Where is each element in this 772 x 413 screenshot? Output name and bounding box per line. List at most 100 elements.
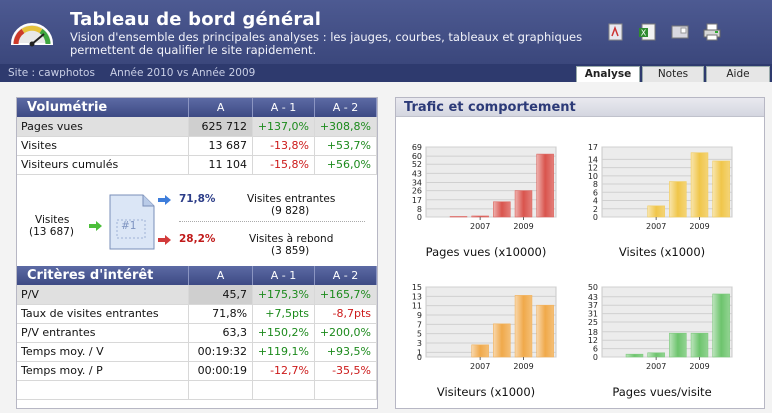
arrow-right-icon — [89, 221, 102, 231]
row-value-a: 13 687 — [188, 136, 254, 156]
tab-analyse[interactable]: Analyse — [576, 66, 640, 82]
rebond-label: Visites à rebond — [249, 233, 334, 245]
row-label: Temps moy. / V — [17, 342, 190, 362]
row-value-a: 11 104 — [188, 155, 254, 175]
email-icon[interactable] — [670, 22, 690, 42]
chart-title: Visiteurs (x1000) — [436, 385, 536, 399]
page-description: Vision d'ensemble des principales analys… — [70, 30, 583, 57]
col-header-a: A — [188, 266, 254, 285]
chart-title: Pages vues (x10000) — [425, 245, 547, 259]
row-label: P/V entrantes — [17, 323, 190, 343]
x-tick-label: 2007 — [646, 362, 666, 371]
row-label: Temps moy. / P — [17, 361, 190, 381]
row-label: Taux de visites entrantes — [17, 304, 190, 324]
trafic-panel: Trafic et comportement 0 8 17 26 34 43 52 60 69 2… — [395, 97, 765, 409]
rebond-value: (3 859) — [271, 245, 310, 257]
volumetrie-title: Volumétrie — [17, 98, 190, 117]
y-tick-label: 13 — [412, 292, 422, 301]
row-label: Visiteurs cumulés — [17, 155, 190, 175]
row-value-a2: +93,5% — [314, 342, 377, 362]
y-tick-label: 6 — [593, 188, 598, 197]
row-value-a1: +175,3% — [252, 285, 315, 305]
y-tick-label: 52 — [412, 160, 422, 169]
bar — [669, 181, 687, 218]
y-tick-label: 50 — [588, 283, 598, 292]
y-tick-label: 7 — [417, 320, 422, 329]
bar — [712, 293, 730, 358]
arrow-right-icon — [158, 235, 171, 245]
x-tick-label: 2007 — [646, 222, 666, 231]
tab-notes[interactable]: Notes — [642, 66, 704, 82]
y-tick-label: 43 — [412, 169, 422, 178]
row-value-a: 00:19:32 — [188, 342, 254, 362]
row-value-a1: -15,8% — [252, 155, 315, 175]
y-tick-label: 17 — [412, 196, 422, 205]
bar — [690, 152, 709, 218]
print-icon[interactable] — [702, 22, 722, 42]
table-row: Temps moy. / P 00:00:19 -12,7% -35,5% — [17, 361, 377, 381]
y-tick-label: 11 — [412, 302, 422, 311]
table-row: Pages vues 625 712 +137,0% +308,8% — [17, 117, 378, 137]
y-tick-label: 10 — [588, 172, 598, 181]
bar — [449, 216, 468, 218]
y-tick-label: 17 — [588, 143, 598, 152]
y-tick-label: 12 — [588, 336, 598, 345]
bar — [669, 332, 687, 358]
row-value-a1: -13,8% — [252, 136, 315, 156]
row-label: P/V — [17, 285, 190, 305]
col-header-a1: A - 1 — [252, 266, 315, 285]
table-row — [17, 380, 377, 400]
criteres-title: Critères d'intérêt — [17, 266, 190, 285]
pdf-export-icon[interactable] — [606, 22, 626, 42]
row-value-a2: +53,7% — [314, 136, 378, 156]
y-tick-label: 6 — [593, 345, 598, 354]
x-tick-label: 2009 — [513, 222, 533, 231]
x-tick-label: 2009 — [513, 362, 533, 371]
document-icon — [109, 194, 155, 250]
tab-bar: Analyse Notes Aide — [574, 66, 770, 82]
entrantes-label: Visites entrantes — [247, 193, 336, 205]
bar — [625, 353, 644, 358]
y-tick-label: 0 — [593, 353, 598, 362]
visits-label: Visites — [35, 214, 70, 226]
bar — [493, 201, 511, 218]
table-row: Taux de visites entrantes 71,8% +7,5pts … — [17, 304, 377, 324]
y-tick-label: 60 — [412, 152, 422, 161]
x-tick-label: 2009 — [689, 362, 709, 371]
tab-aide[interactable]: Aide — [706, 66, 770, 82]
y-tick-label: 69 — [412, 143, 422, 152]
row-value-a: 625 712 — [188, 117, 254, 137]
y-tick-label: 37 — [588, 301, 598, 310]
table-row: P/V entrantes 63,3 +150,2% +200,0% — [17, 323, 377, 343]
bar — [471, 344, 489, 358]
x-tick-label: 2007 — [470, 222, 490, 231]
period-label: Année 2010 vs Année 2009 — [110, 67, 256, 79]
excel-export-icon[interactable]: X — [638, 22, 658, 42]
header-bar: Tableau de bord général Vision d'ensembl… — [0, 0, 772, 64]
visits-flow-diagram: Visites (13 687) #1 71,8% Visites entran… — [17, 178, 377, 264]
row-label: Visites — [17, 136, 190, 156]
table-row: Visiteurs cumulés 11 104 -15,8% +56,0% — [17, 155, 378, 175]
rebond-pct: 28,2% — [179, 233, 216, 245]
visits-value: (13 687) — [29, 226, 74, 238]
y-tick-label: 2 — [593, 205, 598, 214]
entrantes-value: (9 828) — [271, 205, 310, 217]
x-tick-label: 2007 — [470, 362, 490, 371]
row-value-a2: +56,0% — [314, 155, 378, 175]
plot-area — [601, 146, 733, 218]
y-tick-label: 25 — [588, 318, 598, 327]
bar — [647, 205, 665, 218]
row-value-a: 45,7 — [188, 285, 254, 305]
bar — [712, 160, 730, 218]
col-header-a: A — [188, 98, 254, 117]
chart-title: Pages vues/visite — [612, 385, 712, 399]
row-value-a2: -8,7pts — [314, 304, 377, 324]
y-tick-label: 4 — [593, 197, 598, 206]
document-label: #1 — [121, 220, 137, 232]
row-value-a1: -12,7% — [252, 361, 315, 381]
table-row: Temps moy. / V 00:19:32 +119,1% +93,5% — [17, 342, 377, 362]
y-tick-label: 14 — [588, 155, 598, 164]
col-header-a2: A - 2 — [314, 266, 377, 285]
row-value-a2: -35,5% — [314, 361, 377, 381]
